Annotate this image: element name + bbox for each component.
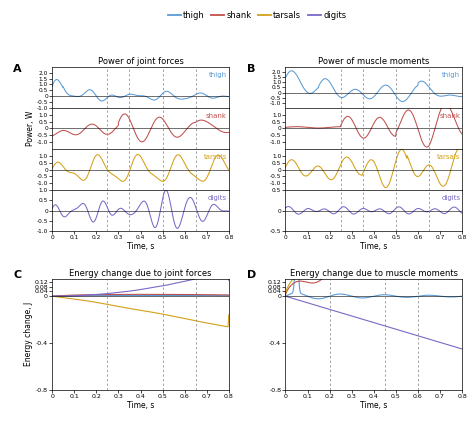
X-axis label: Time, s: Time, s [360, 401, 387, 410]
Text: C: C [13, 270, 21, 280]
Title: Energy change due to joint forces: Energy change due to joint forces [69, 269, 212, 278]
Text: shank: shank [206, 113, 227, 119]
Text: tarsals: tarsals [437, 154, 460, 160]
Text: A: A [13, 64, 22, 73]
Title: Power of joint forces: Power of joint forces [98, 57, 183, 66]
Text: D: D [246, 270, 256, 280]
Text: digits: digits [441, 195, 460, 201]
Text: thigh: thigh [209, 72, 227, 78]
X-axis label: Time, s: Time, s [127, 401, 154, 410]
Text: thigh: thigh [442, 72, 460, 78]
Text: shank: shank [439, 113, 460, 119]
Text: digits: digits [208, 195, 227, 201]
Legend: thigh, shank, tarsals, digits: thigh, shank, tarsals, digits [165, 7, 349, 23]
Text: B: B [246, 64, 255, 73]
Title: Energy change due to muscle moments: Energy change due to muscle moments [290, 269, 458, 278]
X-axis label: Time, s: Time, s [360, 242, 387, 251]
Title: Power of muscle moments: Power of muscle moments [318, 57, 429, 66]
Y-axis label: Energy change, J: Energy change, J [24, 302, 33, 366]
Text: tarsals: tarsals [204, 154, 227, 160]
X-axis label: Time, s: Time, s [127, 242, 154, 251]
Y-axis label: Power, W: Power, W [26, 111, 35, 146]
